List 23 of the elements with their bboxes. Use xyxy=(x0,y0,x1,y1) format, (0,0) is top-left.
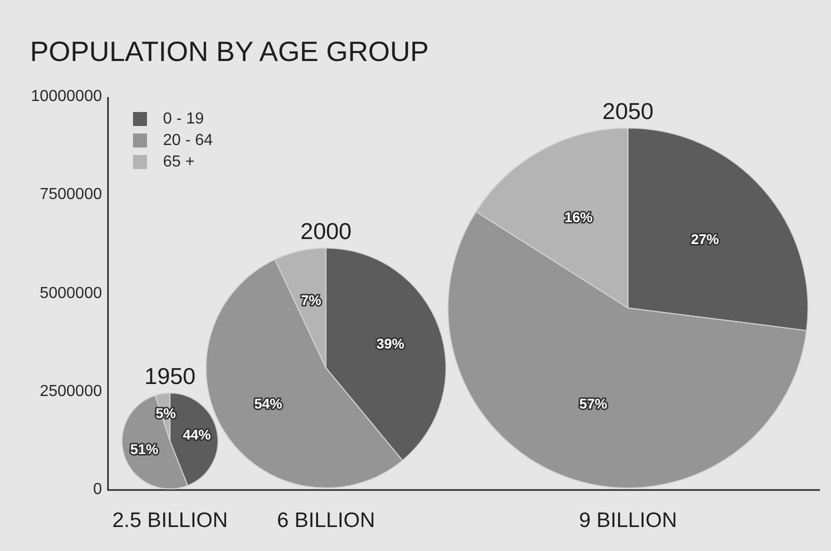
data-label: 16% xyxy=(564,208,594,225)
data-label: 39% xyxy=(376,336,405,352)
slice-label: 1950 xyxy=(144,363,196,389)
slice-label: 2050 xyxy=(602,98,654,124)
slice-label: 2000 xyxy=(300,218,352,244)
text: 10000000 xyxy=(30,88,102,105)
legend-label: 0 - 19 xyxy=(163,110,204,128)
data-label: 44% xyxy=(182,426,212,443)
text: 0 xyxy=(93,481,102,498)
data-label: 7% xyxy=(300,292,322,308)
text: 6 BILLION xyxy=(276,509,376,532)
text: 2.5 BILLION xyxy=(112,509,228,532)
chart-title: POPULATION BY AGE GROUP xyxy=(30,36,429,67)
data-label: 51% xyxy=(130,441,159,458)
text: 5000000 xyxy=(40,284,102,302)
data-label: 54% xyxy=(254,396,283,412)
legend-label: 20 - 64 xyxy=(163,132,213,149)
legend-label: 65 + xyxy=(163,153,195,170)
text: 9 BILLION xyxy=(578,509,678,532)
data-label: 57% xyxy=(579,395,608,412)
text: 2500000 xyxy=(40,382,102,400)
data-label: 27% xyxy=(690,231,720,248)
text: 7500000 xyxy=(40,186,102,204)
